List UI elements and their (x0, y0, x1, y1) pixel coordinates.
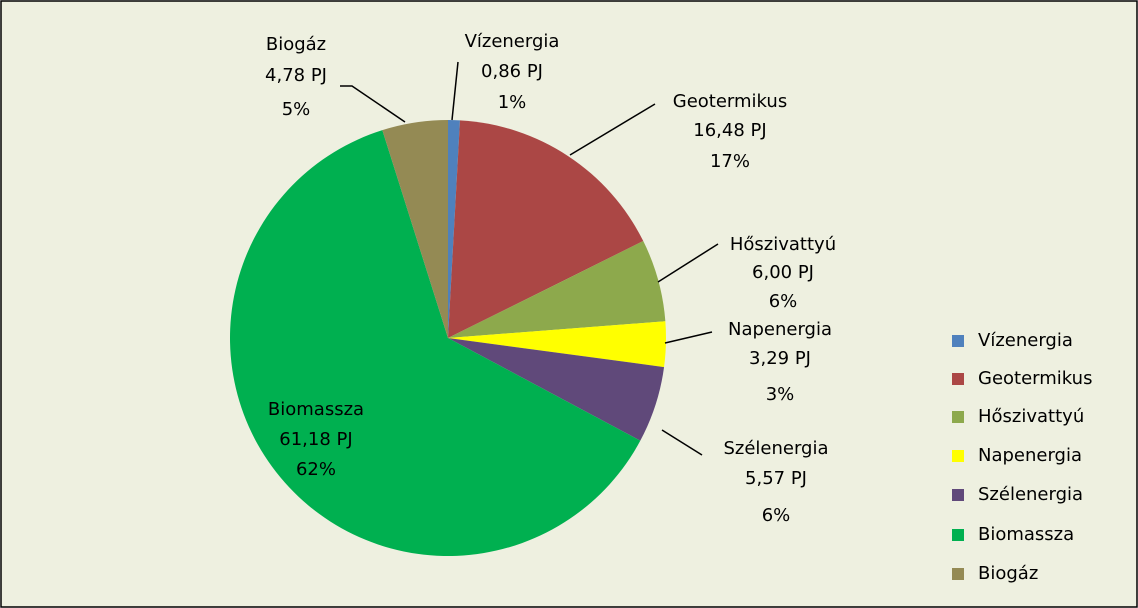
data-label-category: Szélenergia (723, 438, 828, 459)
pie-slice (229, 130, 641, 556)
data-label-percent: 3% (766, 384, 795, 405)
data-label-value: 3,29 PJ (749, 348, 811, 369)
data-label-percent: 5% (282, 99, 311, 120)
pie-slice (448, 338, 665, 441)
data-label-percent: 62% (296, 459, 336, 480)
data-label-percent: 6% (762, 505, 791, 526)
leader-line (569, 103, 656, 156)
legend-swatch (952, 450, 964, 462)
leader-line (340, 85, 406, 123)
leader-line (661, 429, 703, 456)
pie-slice (448, 120, 644, 338)
data-label-category: Biogáz (266, 34, 326, 55)
legend-swatch (952, 489, 964, 501)
legend-label: Biogáz (978, 563, 1038, 584)
legend-label: Szélenergia (978, 484, 1083, 505)
data-label-category: Biomassza (268, 399, 364, 420)
legend-swatch (952, 335, 964, 347)
legend-swatch (952, 568, 964, 580)
pie-slice (448, 120, 460, 338)
leader-line (657, 243, 719, 283)
leader-line (451, 61, 459, 121)
data-label-percent: 17% (710, 151, 750, 172)
pie-slice (448, 321, 667, 368)
legend-swatch (952, 373, 964, 385)
legend-label: Vízenergia (978, 330, 1073, 351)
data-label-category: Geotermikus (673, 91, 787, 112)
data-label-category: Hőszivattyú (730, 234, 836, 255)
data-label-value: 6,00 PJ (752, 262, 814, 283)
data-label-value: 16,48 PJ (693, 120, 766, 141)
data-label-value: 61,18 PJ (279, 429, 352, 450)
data-label-value: 4,78 PJ (265, 65, 327, 86)
pie-slice (382, 120, 448, 338)
data-label-value: 5,57 PJ (745, 468, 807, 489)
legend-swatch (952, 529, 964, 541)
legend-label: Geotermikus (978, 368, 1092, 389)
data-label-percent: 1% (498, 92, 527, 113)
data-label-value: 0,86 PJ (481, 61, 543, 82)
legend-label: Biomassza (978, 524, 1074, 545)
leader-line (664, 331, 713, 344)
legend-label: Napenergia (978, 445, 1082, 466)
data-label-category: Vízenergia (465, 31, 560, 52)
legend-label: Hőszivattyú (978, 406, 1084, 427)
legend-swatch (952, 411, 964, 423)
data-label-category: Napenergia (728, 319, 832, 340)
data-label-percent: 6% (769, 291, 798, 312)
pie-slice (448, 241, 666, 338)
